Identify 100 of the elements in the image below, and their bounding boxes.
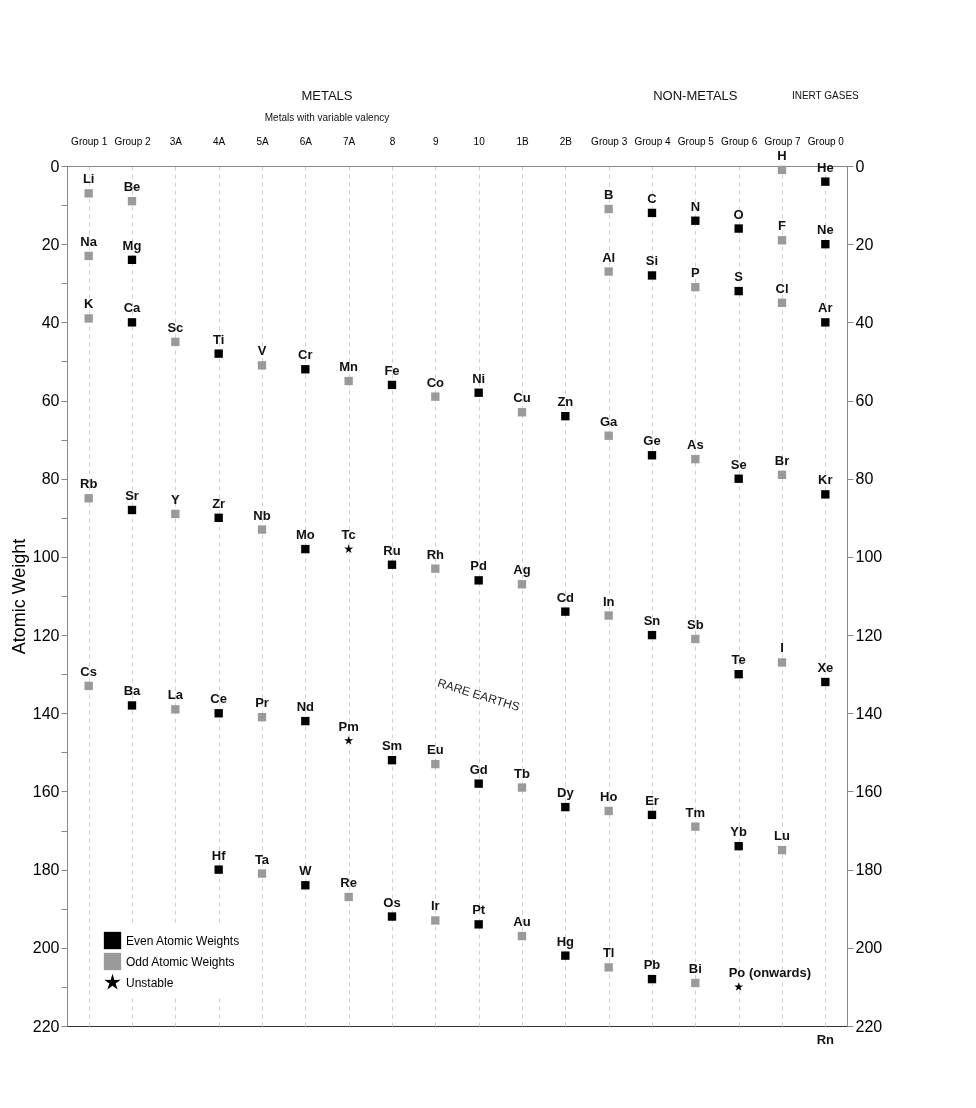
annotation: Dy bbox=[557, 785, 575, 801]
annotation: Mg bbox=[122, 237, 142, 253]
x-tick-label: 2B bbox=[559, 135, 573, 147]
annotation: Pr bbox=[255, 695, 269, 711]
x-tick-label: 4A bbox=[213, 135, 226, 147]
annotation: Tb bbox=[514, 765, 530, 781]
x-tick-label: Group 5 bbox=[677, 135, 715, 147]
y-axis-title: Atomic Weight bbox=[8, 538, 29, 655]
y2-tick-label: 80 bbox=[855, 470, 874, 488]
annotation: La bbox=[167, 687, 184, 703]
y-tick-label: 100 bbox=[32, 548, 60, 566]
legend-label: Even Atomic Weights bbox=[126, 933, 240, 948]
x-tick-label: Group 3 bbox=[591, 135, 628, 147]
annotation: In bbox=[602, 593, 615, 609]
annotation: Pb bbox=[643, 957, 661, 973]
annotation: Ar bbox=[818, 300, 833, 316]
text: METALS bbox=[301, 88, 353, 103]
y2-tick-label: 200 bbox=[855, 939, 883, 957]
annotation: Na bbox=[80, 233, 98, 249]
annotation: Rb bbox=[79, 476, 98, 492]
annotation: Hf bbox=[211, 847, 227, 863]
annotation: Ho bbox=[599, 789, 618, 804]
annotation: Ir bbox=[431, 898, 440, 914]
annotation: Si bbox=[645, 253, 659, 269]
annotation: Al bbox=[602, 249, 616, 265]
annotation: Bi bbox=[688, 961, 702, 976]
annotation: Ti bbox=[213, 331, 225, 347]
annotation: Os bbox=[383, 894, 401, 910]
y-tick-label: 220 bbox=[32, 1017, 60, 1035]
y-tick-label: 160 bbox=[32, 782, 60, 800]
y-tick-label: 80 bbox=[41, 470, 60, 488]
annotation: Y bbox=[171, 491, 180, 507]
x-tick-label: Group 2 bbox=[114, 135, 151, 147]
y2-tick-label: 60 bbox=[855, 392, 874, 410]
annotation: Te bbox=[731, 652, 746, 668]
annotation: Au bbox=[513, 914, 531, 930]
x-tick-label: Group 1 bbox=[71, 135, 108, 147]
annotation: As bbox=[687, 437, 704, 453]
y2-tick-label: 0 bbox=[855, 157, 865, 175]
y-tick-label: 20 bbox=[41, 235, 60, 253]
annotation: Fe bbox=[384, 362, 400, 378]
annotation: Ne bbox=[817, 222, 834, 238]
annotation: Br bbox=[774, 452, 790, 468]
annotation: Pt bbox=[472, 902, 486, 918]
x-tick-label: 7A bbox=[343, 135, 356, 147]
annotation: Tl bbox=[602, 945, 615, 961]
y2-tick-label: 40 bbox=[855, 313, 874, 331]
annotation: Sn bbox=[643, 613, 661, 629]
annotation: Mo bbox=[295, 527, 315, 543]
x-tick-label: 8 bbox=[389, 135, 396, 147]
annotation: K bbox=[83, 296, 94, 312]
annotation: C bbox=[647, 190, 658, 206]
x-tick-label: 5A bbox=[256, 135, 269, 147]
annotation: Cd bbox=[556, 589, 575, 605]
legend-label: Unstable bbox=[126, 975, 174, 990]
annotation: Pm bbox=[338, 718, 359, 734]
x-tick-label: 3A bbox=[169, 135, 183, 147]
y-tick-label: 60 bbox=[41, 392, 60, 410]
annotation: Tc bbox=[341, 527, 356, 543]
annotation: Sb bbox=[687, 617, 704, 632]
annotation: Ag bbox=[513, 562, 531, 578]
annotation: Co bbox=[426, 374, 445, 390]
annotation: P bbox=[691, 265, 700, 281]
x-tick-label: Group 4 bbox=[634, 135, 671, 147]
y-tick-label: 120 bbox=[32, 626, 60, 644]
y2-tick-label: 120 bbox=[855, 626, 883, 644]
annotation: Nb bbox=[253, 507, 271, 523]
annotation: Hg bbox=[556, 933, 575, 949]
annotation: Er bbox=[645, 792, 659, 808]
legend-label: Odd Atomic Weights bbox=[126, 954, 235, 969]
annotation: Kr bbox=[818, 472, 833, 488]
annotation: Se bbox=[730, 456, 747, 472]
annotation: Pd bbox=[470, 558, 488, 574]
annotation: I bbox=[780, 640, 784, 656]
annotation: Cu bbox=[513, 390, 531, 406]
annotation: W bbox=[299, 863, 313, 879]
x-tick-label: Group 6 bbox=[721, 135, 758, 147]
annotation: Li bbox=[82, 171, 95, 187]
annotation: Re bbox=[340, 875, 357, 890]
text: Metals with variable valency bbox=[264, 112, 390, 123]
annotation: Be bbox=[123, 179, 141, 195]
annotation: Ca bbox=[123, 300, 142, 316]
y2-tick-label: 220 bbox=[855, 1017, 883, 1035]
x-tick-label: Group 7 bbox=[764, 135, 801, 147]
y2-tick-label: 100 bbox=[855, 548, 883, 566]
x-tick-label: 9 bbox=[433, 135, 440, 147]
annotation: Tm bbox=[685, 804, 706, 820]
annotation: Gd bbox=[469, 761, 488, 777]
annotation: Yb bbox=[730, 824, 748, 840]
annotation: Ce bbox=[210, 691, 227, 707]
annotation: Cr bbox=[298, 347, 313, 363]
x-tick-label: 1B bbox=[516, 135, 529, 147]
annotation: Nd bbox=[296, 699, 315, 715]
annotation: Ta bbox=[254, 851, 270, 867]
annotation: Mn bbox=[339, 359, 359, 374]
text: INERT GASES bbox=[791, 90, 860, 101]
annotation: O bbox=[733, 206, 744, 222]
annotation: Rh bbox=[426, 546, 445, 562]
y-tick-label: 140 bbox=[32, 704, 60, 722]
text: Rn bbox=[816, 1032, 835, 1047]
